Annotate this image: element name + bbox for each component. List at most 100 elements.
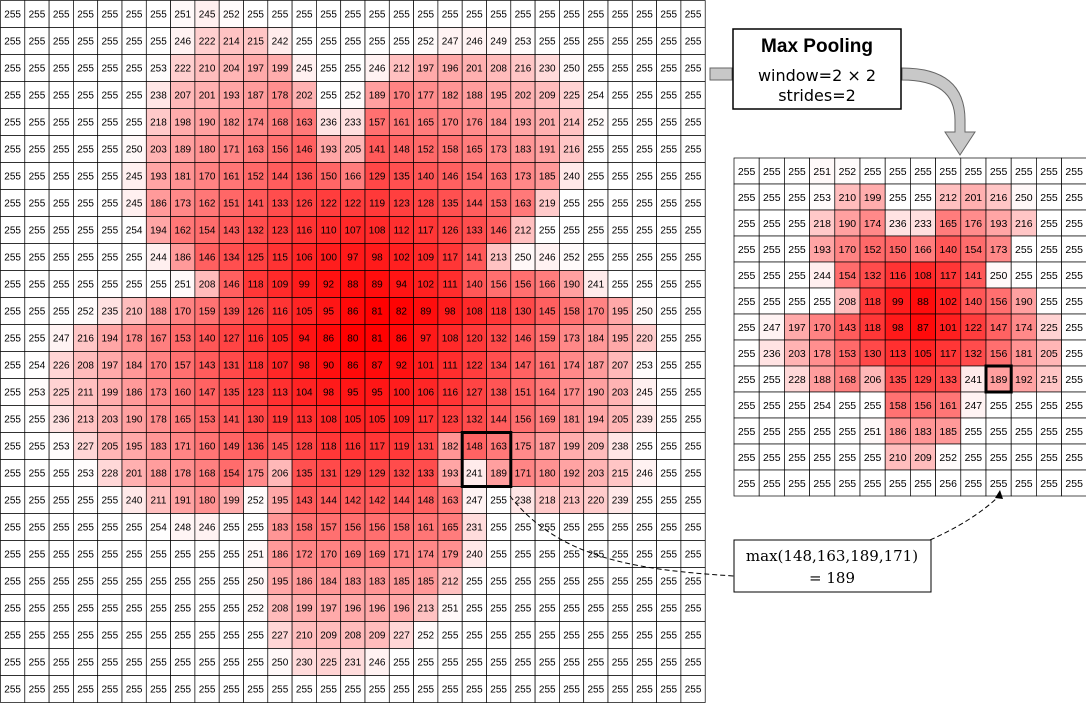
- grid-cell-value: 255: [1015, 400, 1033, 412]
- grid-cell-value: 255: [77, 631, 94, 642]
- grid-cell: [340, 135, 366, 163]
- grid-cell-value: 195: [272, 496, 289, 507]
- grid-cell: [73, 459, 99, 487]
- grid-cell-value: 255: [150, 10, 167, 21]
- grid-cell-value: 109: [393, 415, 410, 426]
- grid-cell-value: 255: [685, 469, 702, 480]
- grid-cell: [388, 135, 414, 163]
- grid-cell: [859, 417, 886, 445]
- grid-cell: [486, 324, 512, 352]
- grid-cell-value: 170: [442, 118, 459, 129]
- grid-cell-value: 255: [839, 400, 857, 412]
- grid-cell: [73, 81, 99, 109]
- grid-cell-value: 227: [272, 631, 289, 642]
- grid-cell: [121, 513, 147, 541]
- grid-cell-value: 255: [738, 400, 756, 412]
- grid-cell-value: 125: [247, 253, 264, 264]
- grid-cell: [364, 54, 390, 82]
- grid-cell-value: 255: [442, 685, 459, 696]
- grid-cell-value: 178: [126, 334, 143, 345]
- grid-cell: [170, 297, 196, 325]
- grid-cell-value: 255: [685, 577, 702, 588]
- grid-cell-value: 210: [199, 64, 216, 75]
- grid-cell-value: 133: [466, 226, 483, 237]
- grid-cell-value: 215: [247, 37, 264, 48]
- grid-cell-value: 255: [788, 192, 806, 204]
- grid-cell-value: 109: [417, 253, 434, 264]
- grid-cell-value: 255: [788, 244, 806, 256]
- grid-cell-value: 255: [77, 496, 94, 507]
- grid-cell: [985, 157, 1012, 185]
- grid-cell: [631, 243, 657, 271]
- grid-cell: [809, 469, 836, 497]
- grid-cell-value: 185: [393, 577, 410, 588]
- grid-cell: [218, 459, 244, 487]
- grid-cell-value: 208: [490, 64, 507, 75]
- grid-cell-value: 255: [588, 226, 605, 237]
- grid-cell-value: 255: [4, 523, 21, 534]
- grid-cell-value: 122: [320, 199, 337, 210]
- grid-cell: [340, 648, 366, 676]
- grid-cell-value: 195: [612, 307, 629, 318]
- grid-cell-value: 254: [813, 400, 831, 412]
- grid-cell: [24, 621, 50, 649]
- grid-cell-value: 236: [53, 415, 70, 426]
- grid-cell-value: 255: [612, 172, 629, 183]
- grid-cell-value: 255: [4, 469, 21, 480]
- grid-cell: [24, 675, 50, 703]
- grid-cell: [24, 216, 50, 244]
- grid-cell-value: 196: [442, 64, 459, 75]
- grid-cell-value: 255: [29, 64, 46, 75]
- grid-cell-value: 255: [102, 604, 119, 615]
- grid-cell-value: 175: [247, 469, 264, 480]
- grid-cell-value: 255: [636, 172, 653, 183]
- grid-cell-value: 255: [636, 523, 653, 534]
- grid-cell-value: 255: [685, 172, 702, 183]
- grid-cell: [170, 567, 196, 595]
- grid-cell-value: 108: [914, 270, 932, 282]
- grid-cell-value: 255: [636, 604, 653, 615]
- grid-cell-value: 255: [4, 334, 21, 345]
- grid-cell-value: 176: [466, 118, 483, 129]
- grid-cell: [656, 540, 682, 568]
- grid-cell-value: 144: [393, 496, 410, 507]
- grid-cell-value: 255: [539, 685, 556, 696]
- grid-cell: [607, 621, 633, 649]
- grid-cell: [583, 486, 609, 514]
- grid-cell: [267, 135, 293, 163]
- grid-cell-value: 95: [372, 388, 384, 399]
- grid-cell-value: 216: [990, 192, 1008, 204]
- grid-cell: [413, 270, 439, 298]
- grid-cell-value: 255: [738, 374, 756, 386]
- grid-cell-value: 255: [660, 10, 677, 21]
- grid-cell-value: 255: [965, 166, 983, 178]
- grid-cell-value: 161: [393, 118, 410, 129]
- grid-cell-value: 255: [53, 658, 70, 669]
- grid-cell-value: 187: [588, 361, 605, 372]
- grid-cell: [291, 216, 317, 244]
- grid-cell-value: 168: [272, 118, 289, 129]
- grid-cell: [758, 209, 785, 237]
- grid-cell-value: 185: [417, 577, 434, 588]
- grid-cell-value: 255: [199, 550, 216, 561]
- grid-cell-value: 255: [563, 37, 580, 48]
- grid-cell-value: 255: [563, 10, 580, 21]
- grid-cell: [413, 108, 439, 136]
- grid-cell-value: 207: [174, 91, 191, 102]
- grid-cell-value: 183: [914, 426, 932, 438]
- grid-cell-value: 204: [223, 64, 240, 75]
- grid-cell: [48, 621, 74, 649]
- grid-cell-value: 255: [660, 64, 677, 75]
- grid-cell-value: 193: [813, 244, 831, 256]
- grid-cell: [364, 621, 390, 649]
- grid-cell: [631, 351, 657, 379]
- grid-cell: [559, 675, 585, 703]
- grid-cell: [859, 235, 886, 263]
- grid-cell: [48, 594, 74, 622]
- grid-cell-value: 216: [515, 64, 532, 75]
- grid-cell-value: 148: [466, 442, 483, 453]
- grid-cell-value: 89: [372, 280, 384, 291]
- grid-cell-value: 255: [442, 10, 459, 21]
- grid-cell-value: 116: [248, 334, 264, 345]
- grid-cell: [340, 324, 366, 352]
